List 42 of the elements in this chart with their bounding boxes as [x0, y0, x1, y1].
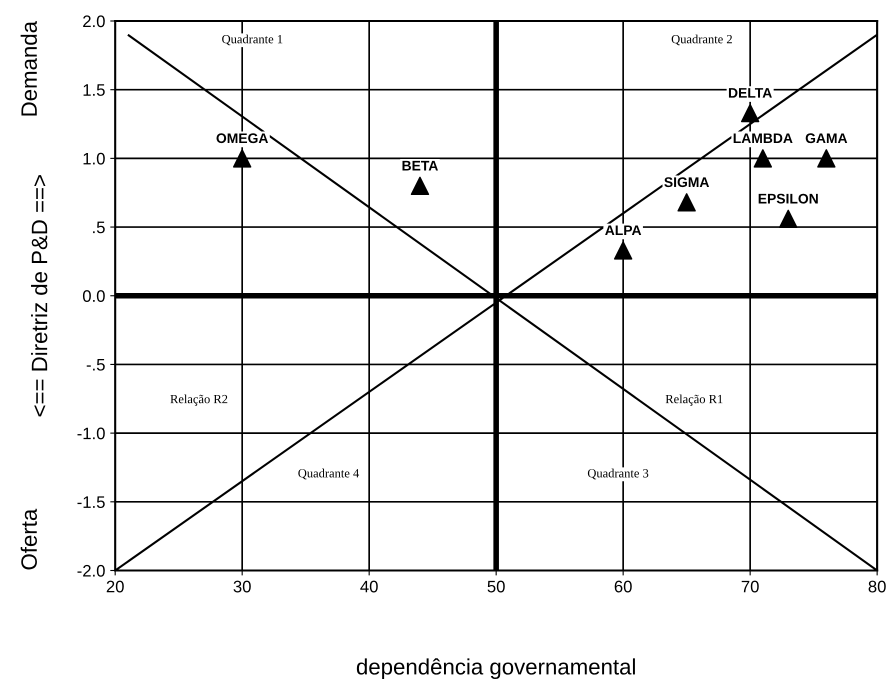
- point: [754, 149, 772, 168]
- x-tick-label: 60: [614, 580, 632, 592]
- annotation: Quadrante 2: [672, 34, 732, 46]
- y-tick-label: .5: [93, 222, 105, 234]
- annotation: Quadrante 4: [298, 468, 360, 480]
- series-label: BETA: [402, 160, 438, 170]
- series-label: ALPA: [605, 225, 642, 236]
- x-tick-label: 40: [360, 580, 378, 592]
- series-label: GAMA: [806, 133, 848, 144]
- y-tick-label: 2.0: [83, 15, 105, 28]
- series-label: EPSILON: [758, 194, 818, 204]
- x-tick-label: 50: [488, 580, 505, 592]
- x-tick-label: 30: [234, 580, 251, 592]
- point: [817, 149, 836, 168]
- y-tick-label: 1.5: [84, 84, 105, 96]
- point: [614, 241, 632, 260]
- point: [232, 149, 252, 168]
- x-tick-label: 80: [868, 580, 886, 592]
- annotation: Relação R2: [170, 394, 228, 406]
- point: [677, 193, 696, 212]
- y-tick-label: -1.0: [77, 428, 105, 440]
- x-tick-label: 70: [742, 580, 759, 592]
- series-label: LAMBDA: [734, 133, 793, 143]
- series-label: SIGMA: [664, 177, 710, 188]
- point: [779, 210, 798, 228]
- point: [410, 176, 430, 196]
- y-tick-label: -.5: [86, 359, 105, 371]
- y-tick-label: -1.5: [77, 496, 105, 508]
- y-axis-title: <== Diretriz de P&D ==>: [31, 175, 48, 416]
- x-axis-title: dependência governamental: [356, 658, 635, 680]
- annotation: Quadrante 3: [588, 468, 648, 480]
- y-tick-label: 1.0: [84, 152, 105, 165]
- text: Demanda: [20, 20, 37, 116]
- x-tick-label: 20: [106, 580, 124, 592]
- annotation: Quadrante 1: [222, 34, 282, 46]
- y-tick-label: 0.0: [82, 290, 105, 302]
- series-label: OMEGA: [216, 133, 268, 144]
- annotation: Relação R1: [666, 394, 722, 406]
- series-label: DELTA: [728, 88, 772, 98]
- text: Oferta: [20, 508, 37, 570]
- y-tick-label: -2.0: [77, 564, 105, 577]
- point: [740, 104, 760, 122]
